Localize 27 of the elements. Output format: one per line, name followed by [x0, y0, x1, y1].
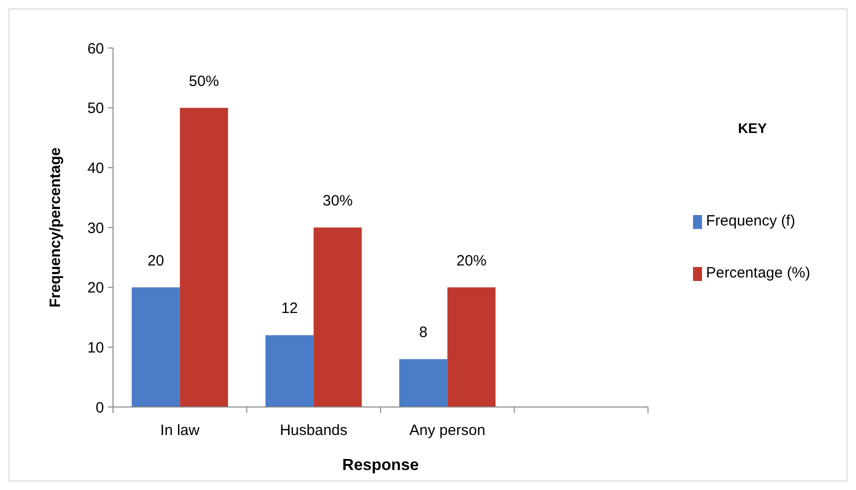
x-tick-label: In law [160, 422, 200, 439]
y-tick-label: 30 [87, 220, 104, 237]
bar [265, 335, 314, 407]
y-tick-label: 10 [87, 339, 104, 356]
data-label: 8 [419, 324, 428, 342]
legend-label: Percentage (%) [706, 264, 810, 282]
y-tick-label: 20 [87, 280, 104, 297]
y-tick-label: 50 [87, 100, 104, 118]
y-tick-label: 40 [87, 160, 104, 177]
x-tick-label: Any person [409, 422, 486, 439]
data-label: 20 [147, 252, 164, 270]
data-label: 50% [188, 72, 219, 90]
data-label: 12 [281, 300, 298, 318]
legend-title: KEY [738, 120, 768, 136]
data-label: 20% [456, 252, 486, 270]
y-tick-label: 0 [96, 399, 104, 416]
data-label: 30% [322, 192, 353, 210]
x-tick-label: Husbands [280, 422, 348, 439]
y-axis-title: Frequency/percentage [47, 147, 64, 308]
bar [314, 228, 362, 407]
legend-label: Frequency (f) [706, 212, 796, 230]
x-axis-title: Response [342, 457, 419, 474]
bar [399, 359, 448, 407]
bar [132, 287, 180, 407]
y-tick-label: 60 [87, 40, 104, 58]
bar [447, 287, 496, 407]
bar [180, 108, 228, 407]
